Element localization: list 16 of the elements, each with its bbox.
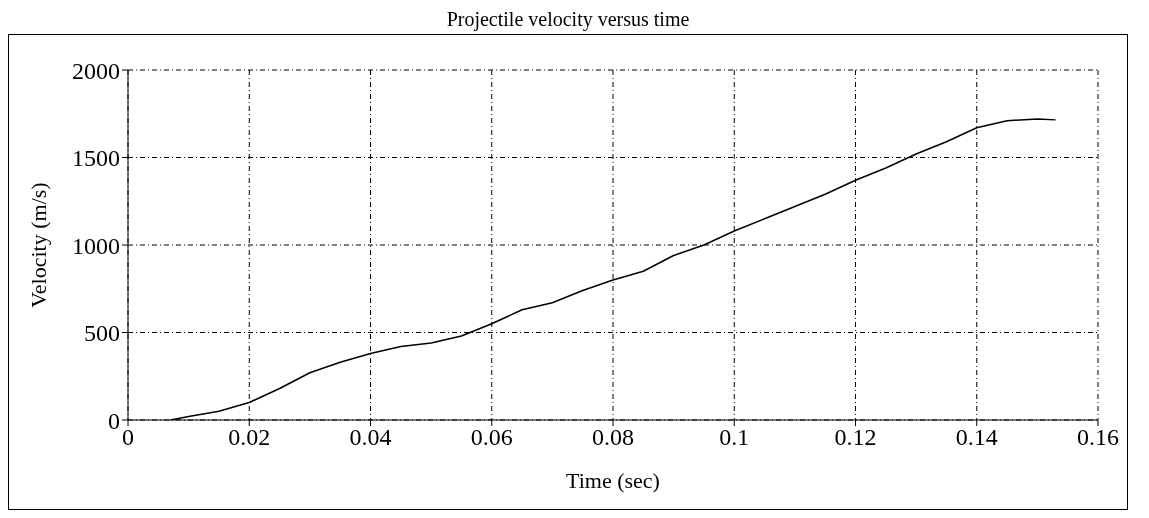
y-tick-label: 1500: [72, 145, 120, 172]
x-tick-label: 0.12: [834, 424, 877, 451]
x-tick-label: 0.02: [228, 424, 271, 451]
y-tick-label: 0: [108, 407, 120, 434]
y-tick-label: 1000: [72, 232, 120, 259]
x-tick-label: 0.04: [349, 424, 392, 451]
y-tick-label: 2000: [72, 57, 120, 84]
x-tick-label: 0.14: [955, 424, 998, 451]
x-tick-label: 0.08: [592, 424, 634, 451]
chart-title: Projectile velocity versus time: [445, 8, 691, 33]
x-tick-label: 0.06: [470, 424, 513, 451]
y-axis-title: Velocity (m/s): [25, 182, 51, 308]
y-tick-label: 500: [84, 320, 120, 347]
x-axis-title: Time (sec): [566, 468, 660, 493]
x-tick-label: 0.16: [1077, 424, 1119, 451]
x-tick-label: 0.1: [719, 424, 750, 451]
